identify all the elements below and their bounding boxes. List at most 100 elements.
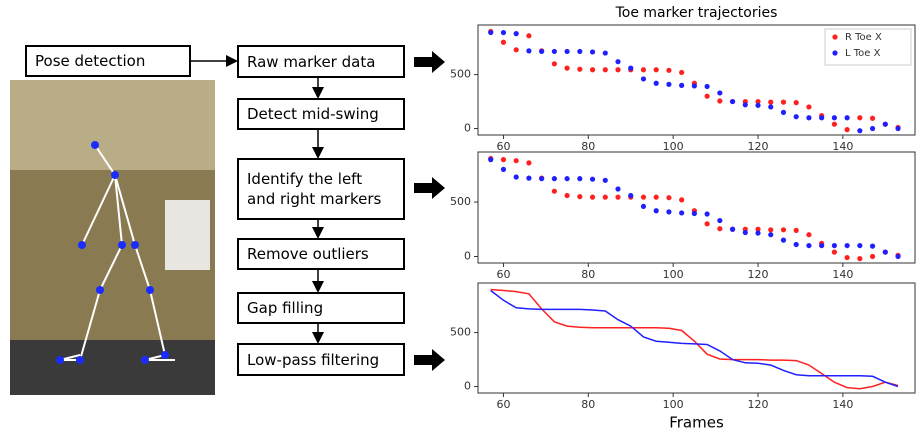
point bbox=[831, 115, 837, 121]
point bbox=[666, 67, 672, 73]
x-tick-label: 120 bbox=[748, 398, 769, 411]
legend-label: L Toe X bbox=[845, 48, 881, 59]
point bbox=[526, 160, 532, 166]
point bbox=[806, 115, 812, 121]
y-tick-label: 0 bbox=[464, 122, 471, 135]
x-tick-label: 100 bbox=[663, 398, 684, 411]
x-tick-label: 60 bbox=[496, 268, 510, 281]
point bbox=[869, 125, 876, 132]
point bbox=[615, 186, 621, 192]
x-tick-label: 100 bbox=[663, 140, 684, 153]
point bbox=[526, 175, 532, 181]
point bbox=[844, 254, 850, 261]
point bbox=[653, 208, 659, 214]
point bbox=[551, 48, 557, 55]
point bbox=[793, 114, 799, 120]
plot-frame bbox=[477, 151, 916, 264]
point bbox=[869, 115, 876, 121]
y-tick-label: 500 bbox=[450, 68, 471, 81]
point bbox=[895, 125, 901, 132]
point bbox=[717, 226, 723, 232]
x-tick-label: 140 bbox=[832, 140, 853, 153]
point bbox=[704, 83, 710, 90]
node: Gap filling bbox=[237, 292, 405, 324]
point bbox=[653, 67, 659, 73]
point bbox=[500, 166, 507, 173]
point bbox=[615, 194, 621, 200]
x-tick-label: 60 bbox=[496, 398, 510, 411]
point bbox=[551, 188, 557, 194]
legend-label: R Toe X bbox=[845, 32, 882, 43]
point bbox=[513, 174, 519, 180]
point bbox=[602, 67, 608, 73]
x-axis-label: Frames bbox=[669, 414, 724, 432]
line bbox=[490, 288, 899, 390]
point bbox=[513, 47, 519, 53]
y-tick-label: 0 bbox=[464, 380, 471, 393]
legend-box bbox=[824, 28, 912, 66]
point bbox=[513, 31, 519, 37]
point bbox=[551, 176, 557, 182]
point bbox=[679, 210, 685, 216]
point bbox=[857, 115, 863, 121]
point bbox=[653, 194, 659, 200]
point bbox=[717, 98, 723, 104]
point bbox=[640, 76, 647, 82]
point bbox=[564, 192, 570, 199]
point bbox=[882, 121, 888, 127]
point bbox=[526, 33, 532, 39]
line bbox=[490, 289, 899, 388]
point bbox=[819, 242, 825, 249]
point bbox=[679, 69, 685, 76]
point bbox=[589, 176, 596, 182]
point bbox=[780, 237, 787, 243]
point bbox=[844, 115, 850, 121]
point bbox=[806, 232, 812, 238]
point bbox=[577, 48, 583, 55]
point bbox=[793, 100, 799, 106]
point bbox=[717, 90, 723, 96]
point bbox=[831, 242, 837, 249]
point bbox=[564, 48, 570, 55]
point bbox=[500, 157, 507, 163]
point bbox=[882, 249, 888, 255]
point bbox=[602, 194, 608, 200]
point bbox=[717, 217, 723, 224]
x-tick-label: 100 bbox=[663, 268, 684, 281]
point bbox=[895, 253, 901, 260]
point bbox=[666, 209, 672, 215]
point bbox=[526, 48, 532, 54]
x-tick-label: 140 bbox=[832, 268, 853, 281]
point bbox=[768, 227, 774, 233]
point bbox=[666, 81, 672, 87]
point bbox=[551, 61, 557, 67]
point bbox=[653, 80, 659, 86]
plot-frame bbox=[477, 282, 916, 394]
x-tick-label: 80 bbox=[581, 140, 595, 153]
point bbox=[869, 253, 876, 260]
point bbox=[513, 158, 519, 164]
legend-marker bbox=[832, 34, 838, 40]
y-tick-label: 500 bbox=[450, 195, 471, 208]
point bbox=[589, 67, 596, 73]
point bbox=[564, 65, 570, 71]
point bbox=[780, 109, 787, 115]
photo bbox=[10, 80, 215, 395]
point bbox=[679, 82, 685, 88]
point bbox=[679, 197, 685, 203]
node: Raw marker data bbox=[237, 45, 405, 78]
point bbox=[704, 211, 710, 217]
point bbox=[640, 203, 647, 210]
point bbox=[831, 249, 837, 255]
point bbox=[819, 115, 825, 121]
point bbox=[755, 230, 761, 236]
point bbox=[742, 102, 748, 108]
point bbox=[539, 176, 545, 182]
point bbox=[768, 104, 774, 110]
point bbox=[755, 98, 761, 105]
x-tick-label: 80 bbox=[581, 268, 595, 281]
point bbox=[691, 83, 697, 89]
point bbox=[615, 67, 621, 73]
point bbox=[539, 48, 545, 55]
